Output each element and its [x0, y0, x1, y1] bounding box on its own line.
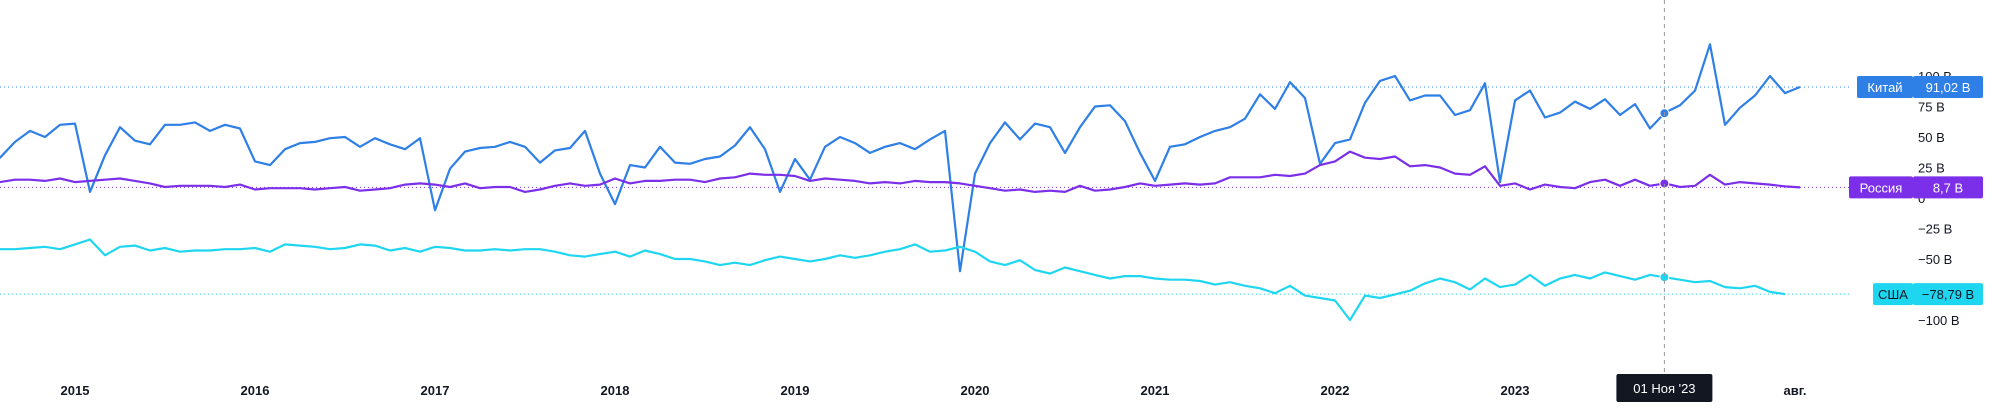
crosshair: 01 Ноя '23 [1616, 0, 1713, 402]
series-name-label: США [1878, 287, 1908, 302]
series-name-tag [1873, 283, 1913, 306]
x-tick-label: 2020 [961, 383, 990, 398]
series-name-label: Россия [1860, 180, 1903, 195]
y-tick-label: 0 [1918, 191, 1925, 206]
x-tick-label: авг. [1784, 383, 1807, 398]
series-value-tag [1913, 176, 1983, 199]
y-tick-label: −100 B [1918, 313, 1960, 328]
x-tick-label: 2015 [61, 383, 90, 398]
series-line-0 [0, 43, 1801, 273]
series-value-label: −78,79 B [1922, 287, 1974, 302]
series-name-tag [1849, 176, 1913, 199]
x-tick-label: 2021 [1141, 383, 1170, 398]
y-tick-label: 50 B [1918, 130, 1945, 145]
series-name-label: Китай [1867, 80, 1902, 95]
last-value-tags: Китай 91,02 B Россия 8,7 B США −78,79 B [1849, 75, 1983, 306]
y-tick-label: −50 B [1918, 252, 1952, 267]
crosshair-date-label: 01 Ноя '23 [1633, 381, 1695, 396]
series-value-tag [1913, 283, 1983, 306]
x-tick-label: 2016 [241, 383, 270, 398]
y-tick-label: 25 B [1918, 161, 1945, 176]
series-value-label: 91,02 B [1926, 80, 1971, 95]
series-name-tag [1857, 75, 1913, 98]
crosshair-date-box [1616, 374, 1713, 402]
y-tick-label: −25 B [1918, 222, 1952, 237]
x-tick-label: 2018 [601, 383, 630, 398]
series-line-2 [0, 238, 1786, 322]
x-axis: 2015 2016 2017 2018 2019 2020 2021 2022 2023 авг. [61, 383, 1807, 398]
x-tick-label: 2017 [421, 383, 450, 398]
series-line-1 [0, 150, 1801, 193]
last-value-lines [0, 86, 1850, 295]
x-tick-label: 2019 [781, 383, 810, 398]
series-value-tag [1913, 75, 1983, 98]
x-tick-label: 2023 [1501, 383, 1530, 398]
series-layer [0, 43, 1801, 322]
series-value-label: 8,7 B [1933, 180, 1963, 195]
x-tick-label: 2022 [1321, 383, 1350, 398]
y-tick-label: 75 B [1918, 100, 1945, 115]
